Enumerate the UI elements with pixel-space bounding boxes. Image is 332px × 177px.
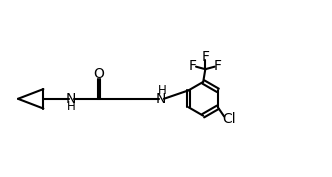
- Text: F: F: [214, 59, 222, 73]
- Text: N: N: [66, 92, 76, 106]
- Text: F: F: [201, 50, 209, 64]
- Text: Cl: Cl: [222, 112, 236, 126]
- Text: F: F: [189, 59, 197, 73]
- Text: N: N: [156, 92, 166, 106]
- Text: H: H: [66, 100, 75, 113]
- Text: H: H: [157, 84, 166, 97]
- Text: O: O: [94, 67, 105, 81]
